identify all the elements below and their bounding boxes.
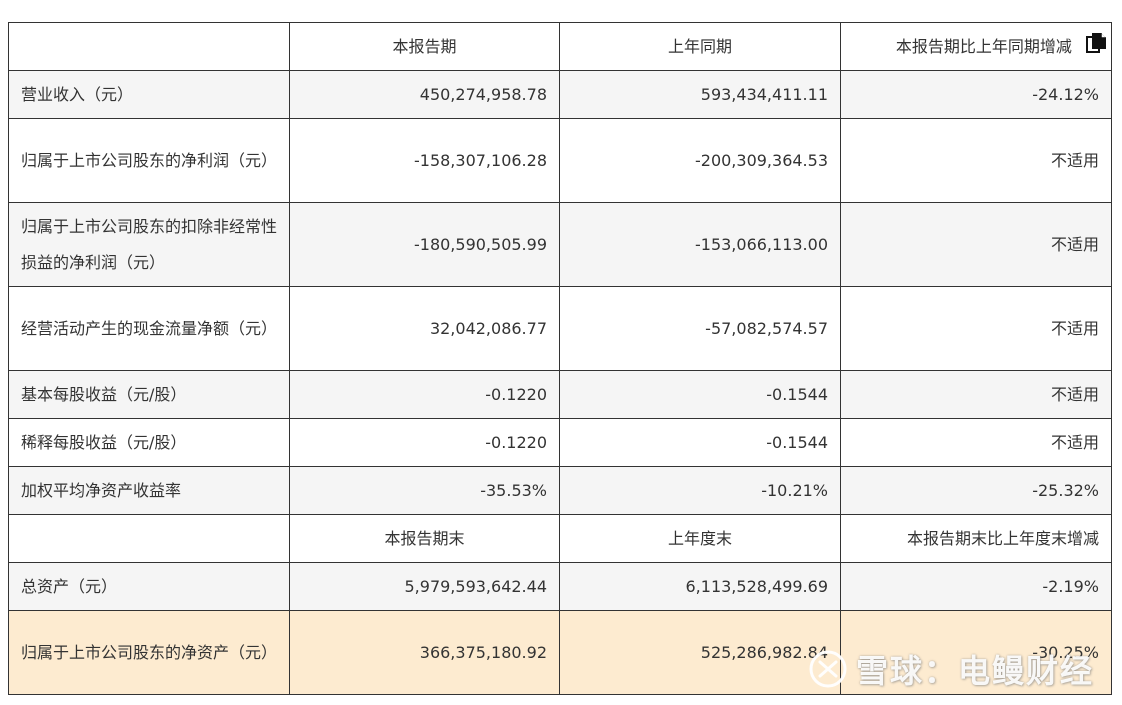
copy-icon[interactable] xyxy=(1085,32,1107,54)
row-label: 归属于上市公司股东的扣除非经常性损益的净利润（元） xyxy=(8,202,290,287)
row-previous: -57,082,574.57 xyxy=(559,286,841,371)
table-row: 营业收入（元） 450,274,958.78 593,434,411.11 -2… xyxy=(8,70,1112,119)
header-col1 xyxy=(8,22,290,71)
table-row: 总资产（元） 5,979,593,642.44 6,113,528,499.69… xyxy=(8,562,1112,611)
table-subheader-row: 本报告期末 上年度末 本报告期末比上年度末增减 xyxy=(8,514,1112,563)
row-change: -30.25% xyxy=(840,610,1112,695)
row-change: 不适用 xyxy=(840,370,1112,419)
row-label: 经营活动产生的现金流量净额（元） xyxy=(8,286,290,371)
row-previous: -153,066,113.00 xyxy=(559,202,841,287)
header2-col1 xyxy=(8,514,290,563)
row-previous: -200,309,364.53 xyxy=(559,118,841,203)
table-row-highlighted: 归属于上市公司股东的净资产（元） 366,375,180.92 525,286,… xyxy=(8,610,1112,695)
row-label: 总资产（元） xyxy=(8,562,290,611)
row-previous: -10.21% xyxy=(559,466,841,515)
financial-table: 本报告期 上年同期 本报告期比上年同期增减 营业收入（元） 450,274,95… xyxy=(8,22,1112,695)
row-current: 32,042,086.77 xyxy=(289,286,560,371)
row-change: -24.12% xyxy=(840,70,1112,119)
row-change: -2.19% xyxy=(840,562,1112,611)
row-label: 营业收入（元） xyxy=(8,70,290,119)
row-current: -158,307,106.28 xyxy=(289,118,560,203)
table-row: 归属于上市公司股东的净利润（元） -158,307,106.28 -200,30… xyxy=(8,118,1112,203)
row-change: 不适用 xyxy=(840,418,1112,467)
row-label: 加权平均净资产收益率 xyxy=(8,466,290,515)
row-current: 5,979,593,642.44 xyxy=(289,562,560,611)
row-current: 366,375,180.92 xyxy=(289,610,560,695)
row-current: -180,590,505.99 xyxy=(289,202,560,287)
row-change: 不适用 xyxy=(840,202,1112,287)
row-change: 不适用 xyxy=(840,286,1112,371)
row-previous: 593,434,411.11 xyxy=(559,70,841,119)
header-current-period: 本报告期 xyxy=(289,22,560,71)
row-current: -35.53% xyxy=(289,466,560,515)
header-period-end: 本报告期末 xyxy=(289,514,560,563)
header-change: 本报告期比上年同期增减 xyxy=(840,22,1112,71)
table-row: 基本每股收益（元/股） -0.1220 -0.1544 不适用 xyxy=(8,370,1112,419)
table-row: 加权平均净资产收益率 -35.53% -10.21% -25.32% xyxy=(8,466,1112,515)
row-previous: -0.1544 xyxy=(559,418,841,467)
row-current: 450,274,958.78 xyxy=(289,70,560,119)
header-previous-period: 上年同期 xyxy=(559,22,841,71)
row-previous: 6,113,528,499.69 xyxy=(559,562,841,611)
table-row: 稀释每股收益（元/股） -0.1220 -0.1544 不适用 xyxy=(8,418,1112,467)
row-change: -25.32% xyxy=(840,466,1112,515)
row-current: -0.1220 xyxy=(289,370,560,419)
row-label: 基本每股收益（元/股） xyxy=(8,370,290,419)
row-previous: 525,286,982.84 xyxy=(559,610,841,695)
row-label: 归属于上市公司股东的净利润（元） xyxy=(8,118,290,203)
table-header-row: 本报告期 上年同期 本报告期比上年同期增减 xyxy=(8,22,1112,71)
financial-summary: 本报告期 上年同期 本报告期比上年同期增减 营业收入（元） 450,274,95… xyxy=(8,22,1112,695)
row-change: 不适用 xyxy=(840,118,1112,203)
header-change-label: 本报告期比上年同期增减 xyxy=(895,36,1072,56)
row-label: 归属于上市公司股东的净资产（元） xyxy=(8,610,290,695)
row-label: 稀释每股收益（元/股） xyxy=(8,418,290,467)
table-row: 归属于上市公司股东的扣除非经常性损益的净利润（元） -180,590,505.9… xyxy=(8,202,1112,287)
row-previous: -0.1544 xyxy=(559,370,841,419)
table-row: 经营活动产生的现金流量净额（元） 32,042,086.77 -57,082,5… xyxy=(8,286,1112,371)
header-change-year-end: 本报告期末比上年度末增减 xyxy=(840,514,1112,563)
row-current: -0.1220 xyxy=(289,418,560,467)
header-previous-year-end: 上年度末 xyxy=(559,514,841,563)
